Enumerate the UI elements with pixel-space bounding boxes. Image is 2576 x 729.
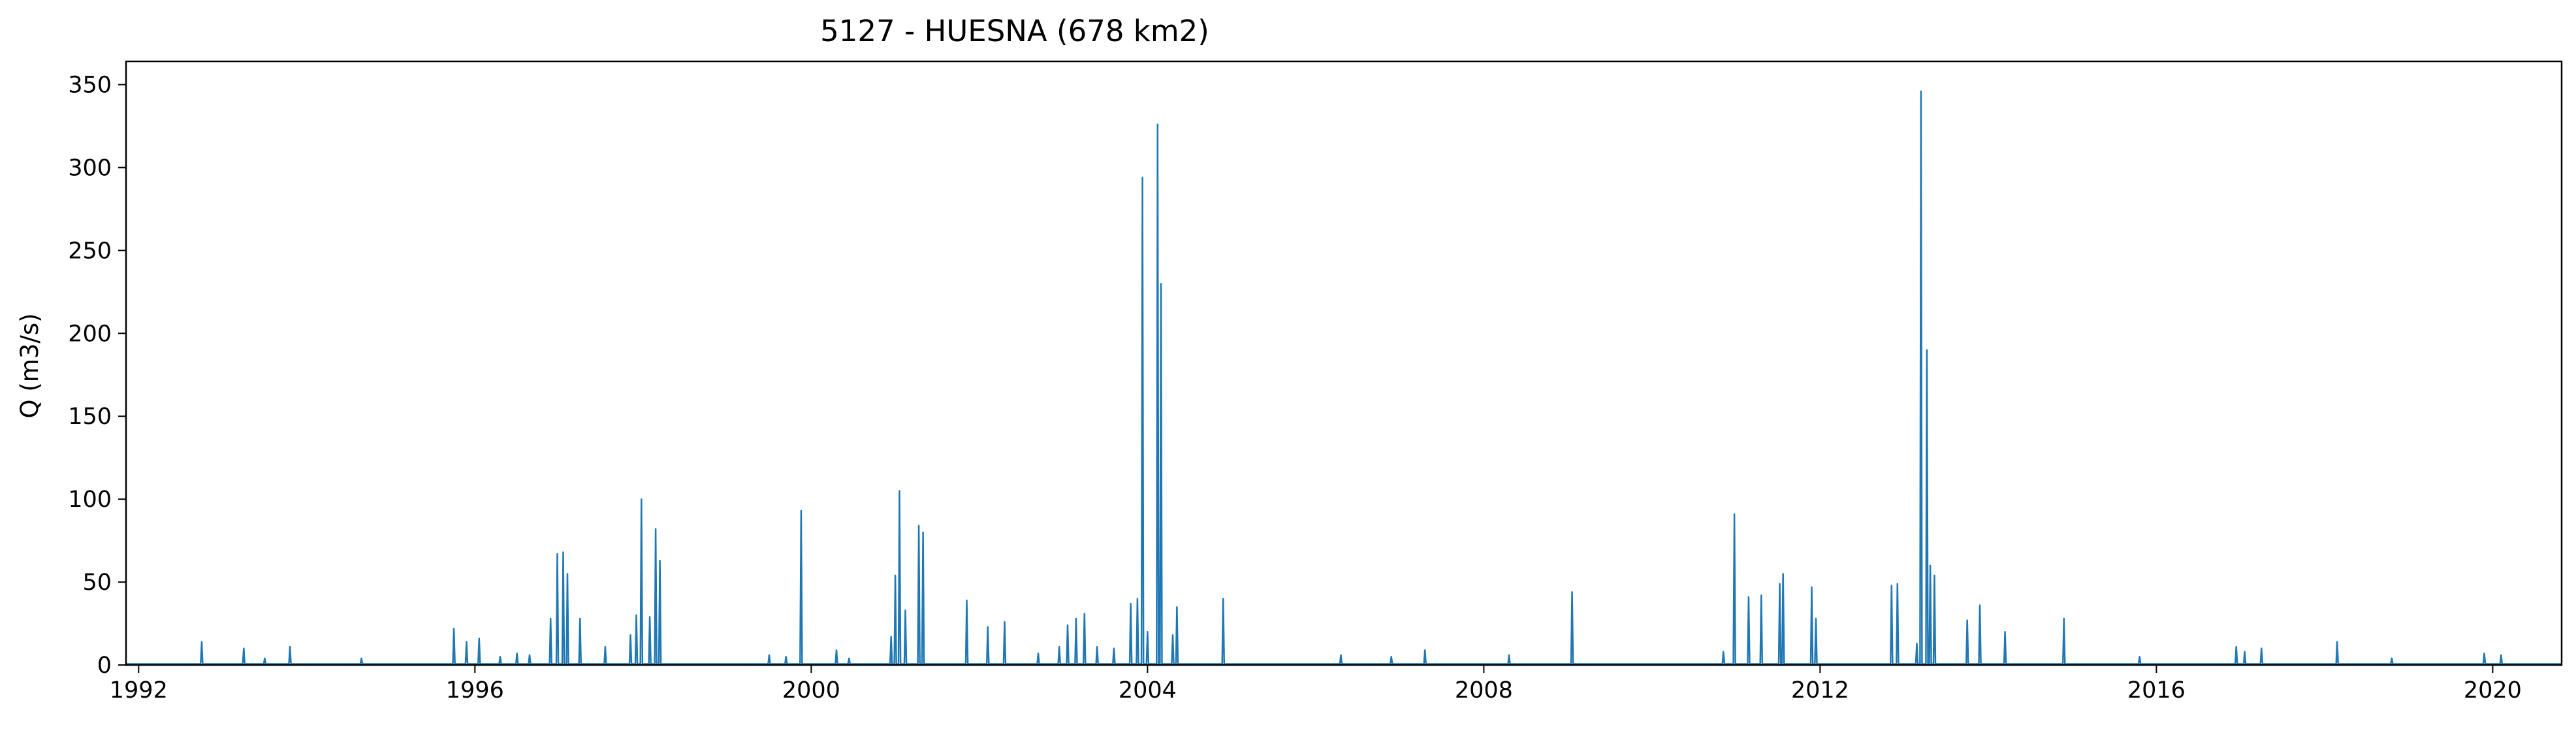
plot-frame [125,60,2563,666]
x-axis: 1992 1996 2000 2004 2008 2012 2016 2020 [110,665,2522,704]
y-tick-label: 300 [68,155,112,181]
x-tick-label: 2008 [1455,677,1513,704]
y-tick-label: 200 [68,321,112,347]
x-tick-label: 2012 [1791,677,1849,704]
x-tick-label: 1992 [110,677,168,704]
series-layer [126,90,2562,665]
chart-title: 5127 - HUESNA (678 km2) [820,14,1209,48]
y-tick-label: 0 [97,653,112,679]
y-axis: 0 50 100 150 200 250 300 350 [68,73,126,679]
x-tick-label: 2004 [1119,677,1177,704]
y-tick-label: 50 [82,570,112,596]
y-tick-label: 100 [68,487,112,513]
y-axis-label: Q (m3/s) [16,313,44,418]
x-tick-label: 2000 [782,677,840,704]
x-tick-label: 1996 [446,677,504,704]
y-tick-label: 250 [68,238,112,264]
y-tick-label: 150 [68,404,112,430]
y-tick-label: 350 [68,73,112,99]
x-tick-label: 2016 [2127,677,2186,704]
x-tick-label: 2020 [2464,677,2522,704]
discharge-series-line [126,90,2562,665]
